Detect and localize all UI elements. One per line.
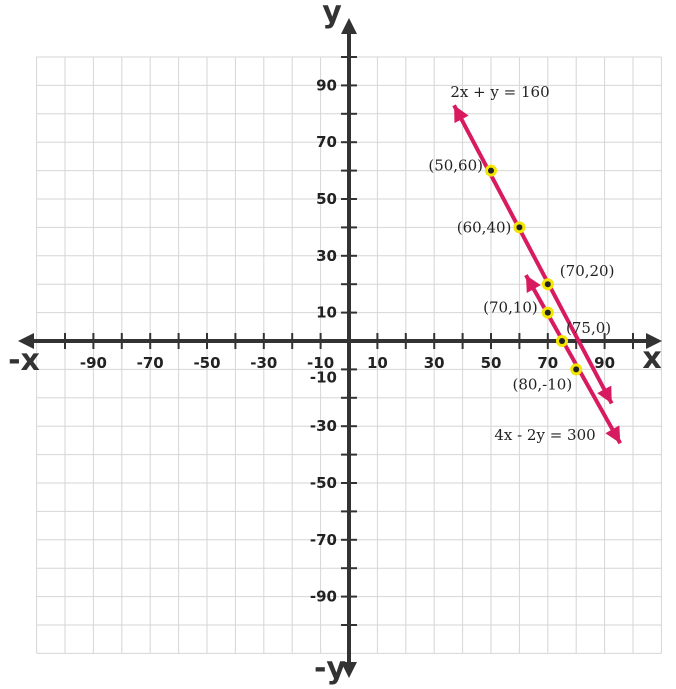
y-tick-label: 50: [316, 190, 337, 208]
line-2: [524, 274, 622, 445]
points: [485, 164, 583, 376]
point-dot: [516, 224, 523, 231]
y-axis-up-arrow: [341, 18, 357, 34]
x-axis-label: x: [642, 341, 661, 376]
point-dot: [573, 366, 580, 373]
y-tick-label: -10: [310, 368, 337, 386]
x-axis-left-arrow: [18, 333, 34, 349]
line-arrow-start: [525, 275, 541, 293]
y-tick-label: 90: [316, 76, 337, 94]
line-arrow-end: [597, 385, 612, 404]
x-tick-label: -90: [80, 354, 107, 372]
labels: -90 -70 -50 -30 -10 10 30 50 70 90 90 70 50 30 10 -10 -3…: [8, 0, 662, 686]
negative-x-axis-label: -x: [8, 343, 40, 378]
negative-y-axis-label: -y: [314, 651, 346, 686]
y-tick-label: 30: [316, 247, 337, 265]
point-label: (60,40): [457, 218, 512, 236]
axes: [18, 18, 662, 678]
y-axis-label: y: [322, 0, 342, 30]
line-arrow-start: [454, 105, 469, 124]
x-axis-right-arrow: [646, 333, 662, 349]
y-tick-label: -30: [310, 417, 337, 435]
equation-label: 2x + y = 160: [450, 83, 549, 101]
equation-label: 4x - 2y = 300: [494, 426, 595, 444]
x-tick-label: 30: [424, 354, 445, 372]
x-tick-label: 10: [367, 354, 388, 372]
point-dot: [488, 167, 494, 174]
x-tick-label: 50: [481, 354, 502, 372]
point-label: (70,20): [560, 262, 615, 280]
y-tick-label: -50: [310, 474, 337, 492]
point-dot: [544, 281, 551, 288]
x-tick-label: -50: [193, 354, 220, 372]
line-1: [452, 104, 614, 405]
point-dot: [544, 309, 551, 316]
line-arrow-end: [605, 425, 621, 444]
point-label: (75,0): [566, 319, 611, 337]
x-tick-label: 90: [594, 354, 615, 372]
x-tick-label: -70: [137, 354, 164, 372]
point-dot: [559, 338, 565, 344]
y-tick-label: -90: [310, 588, 337, 606]
point-label: (80,-10): [512, 375, 572, 393]
point-label: (50,60): [428, 157, 483, 175]
x-tick-label: -30: [250, 354, 277, 372]
x-tick-label: 70: [537, 354, 558, 372]
lines: [452, 104, 622, 445]
point-label: (70,10): [483, 299, 538, 317]
y-tick-label: 10: [316, 304, 337, 322]
x-tick-label: -10: [307, 354, 334, 372]
y-axis-down-arrow: [341, 662, 357, 678]
y-tick-label: 70: [316, 133, 337, 151]
y-tick-label: -70: [310, 531, 337, 549]
